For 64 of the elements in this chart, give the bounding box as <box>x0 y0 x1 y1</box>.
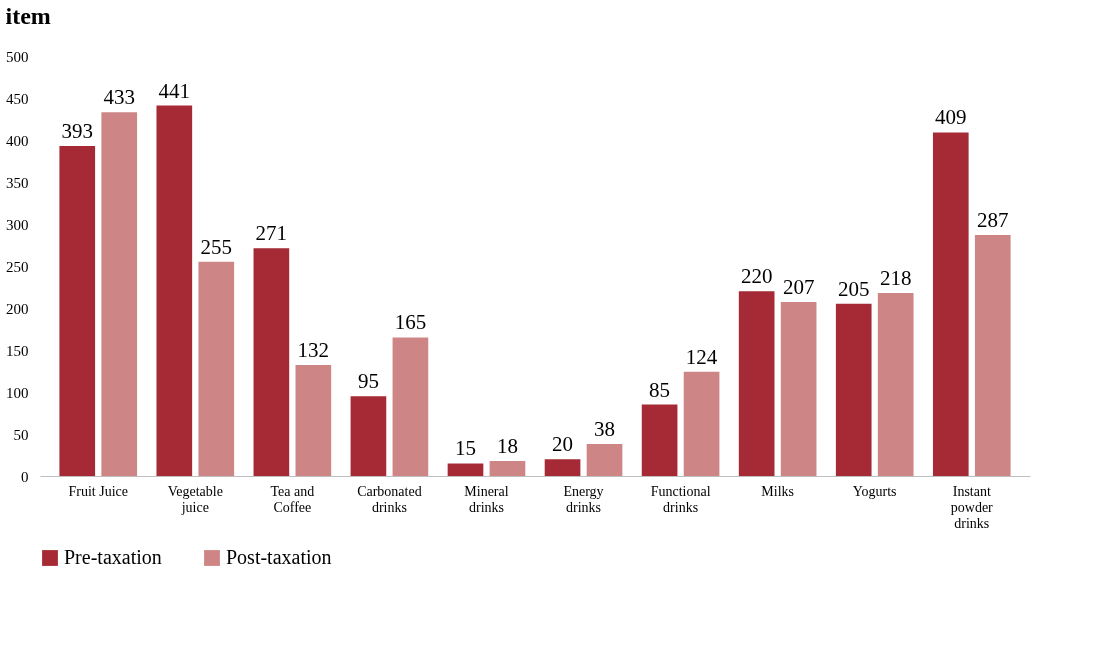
x-tick-label: Vegetable juice <box>167 483 223 515</box>
bar <box>489 460 526 476</box>
x-tick-label: Instant powder drinks <box>950 483 994 531</box>
data-label: 38 <box>594 417 616 442</box>
bar <box>780 302 817 476</box>
data-label: 271 <box>255 221 288 246</box>
y-tick-label: 350 <box>6 174 29 191</box>
chart-title: item <box>5 3 51 29</box>
data-label: 132 <box>297 338 330 363</box>
y-tick-label: 0 <box>21 468 29 485</box>
data-label: 124 <box>685 344 718 369</box>
data-label: 218 <box>879 265 912 290</box>
x-tick-label: Functional drinks <box>650 483 711 515</box>
bar <box>253 248 290 476</box>
data-label: 20 <box>552 432 574 457</box>
y-tick-label: 250 <box>6 258 29 275</box>
legend-label: Post-taxation <box>226 546 332 568</box>
bar <box>835 303 872 476</box>
data-label: 393 <box>61 118 93 143</box>
bar <box>59 145 96 476</box>
y-tick-label: 400 <box>6 132 29 149</box>
bar <box>544 459 581 476</box>
y-tick-label: 300 <box>6 216 29 233</box>
x-tick-label: Yogurts <box>852 483 897 499</box>
y-tick-label: 450 <box>6 90 29 107</box>
x-tick-label: Tea and Coffee <box>270 483 315 515</box>
data-label: 205 <box>837 276 870 301</box>
bar <box>683 371 720 476</box>
bar <box>198 261 235 476</box>
data-label: 15 <box>454 436 476 461</box>
bar <box>392 337 429 476</box>
x-tick-label: Mineral drinks <box>464 483 509 515</box>
data-label: 207 <box>782 275 815 300</box>
data-label: 18 <box>496 433 518 458</box>
data-label: 433 <box>103 85 135 110</box>
bar <box>641 404 678 476</box>
bar <box>350 396 387 476</box>
y-tick-label: 100 <box>6 384 29 401</box>
bar <box>447 463 484 476</box>
x-tick-label: Carbonated drinks <box>357 483 422 515</box>
bar <box>101 112 138 476</box>
data-label: 409 <box>935 105 967 130</box>
x-tick-label: Fruit Juice <box>68 483 128 499</box>
data-label: 287 <box>977 207 1009 232</box>
y-tick-label: 50 <box>13 426 29 443</box>
data-label: 165 <box>394 310 427 335</box>
bar <box>738 291 775 476</box>
y-tick-label: 150 <box>6 342 29 359</box>
bar <box>974 234 1011 476</box>
bar <box>586 444 623 476</box>
y-tick-label: 200 <box>6 300 29 317</box>
bar <box>156 105 193 476</box>
x-tick-label: Milks <box>761 483 794 499</box>
bar <box>932 132 969 476</box>
data-label: 220 <box>740 264 773 289</box>
data-label: 441 <box>158 78 191 103</box>
data-label: 85 <box>649 377 671 402</box>
legend-label: Pre-taxation <box>64 546 162 568</box>
x-tick-label: Energy drinks <box>563 483 604 515</box>
bar <box>877 292 914 476</box>
y-tick-label: 500 <box>6 48 29 65</box>
data-label: 255 <box>200 234 233 259</box>
bar <box>295 365 332 476</box>
data-label: 95 <box>357 369 379 394</box>
